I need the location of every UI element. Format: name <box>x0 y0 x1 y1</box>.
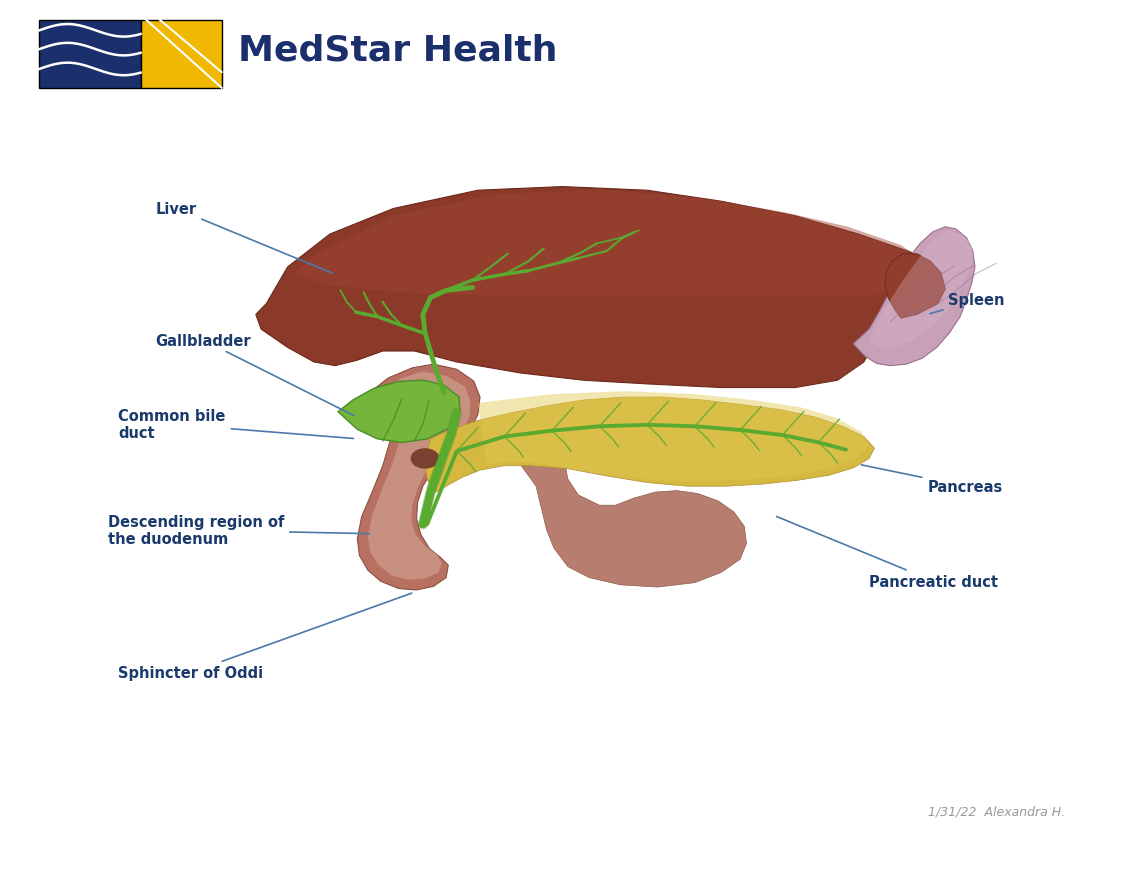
Circle shape <box>412 449 439 468</box>
Text: Spleen: Spleen <box>930 293 1005 315</box>
Text: Pancreatic duct: Pancreatic duct <box>776 517 998 589</box>
Text: Pancreas: Pancreas <box>862 465 1002 494</box>
FancyBboxPatch shape <box>18 115 1101 863</box>
Polygon shape <box>255 188 943 388</box>
FancyBboxPatch shape <box>141 21 222 89</box>
Polygon shape <box>368 372 470 580</box>
Polygon shape <box>488 420 747 587</box>
Text: Common bile
duct: Common bile duct <box>118 408 353 441</box>
Text: Gallbladder: Gallbladder <box>155 333 353 416</box>
Text: Liver: Liver <box>155 202 333 274</box>
Text: 1/31/22  Alexandra H.: 1/31/22 Alexandra H. <box>927 805 1064 818</box>
Polygon shape <box>870 231 973 348</box>
Text: MedStar Health: MedStar Health <box>238 33 558 67</box>
Polygon shape <box>478 392 870 481</box>
Polygon shape <box>425 398 874 494</box>
Polygon shape <box>292 191 927 297</box>
FancyBboxPatch shape <box>39 21 141 89</box>
Polygon shape <box>854 228 975 366</box>
Text: Sphincter of Oddi: Sphincter of Oddi <box>118 594 412 680</box>
Polygon shape <box>358 365 480 590</box>
Polygon shape <box>339 381 460 443</box>
Polygon shape <box>885 255 945 319</box>
Text: Descending region of
the duodenum: Descending region of the duodenum <box>108 514 369 547</box>
Polygon shape <box>339 381 460 443</box>
Polygon shape <box>885 255 945 319</box>
